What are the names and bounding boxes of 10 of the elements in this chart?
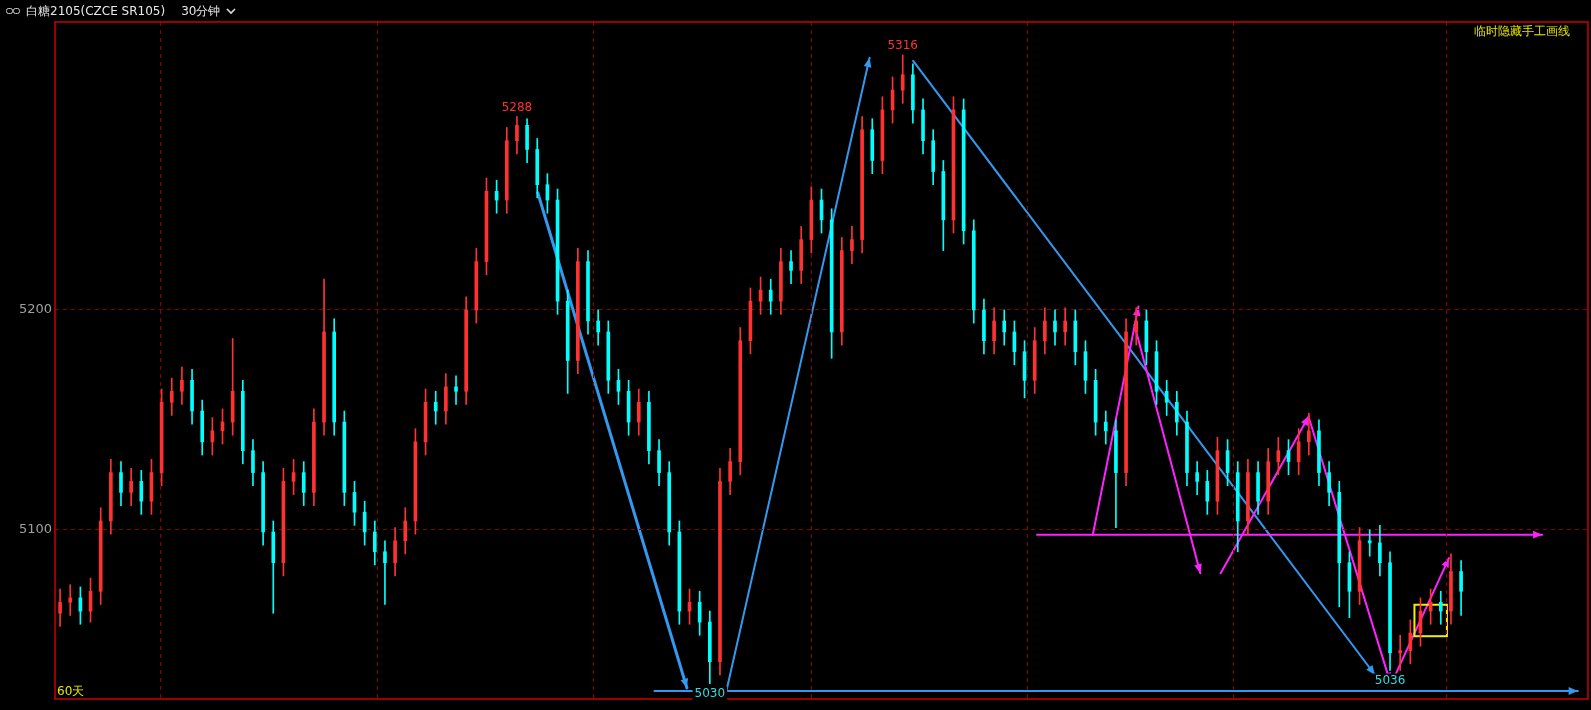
annotation: 5316 [887, 38, 918, 53]
annotation: 5036 [1374, 672, 1406, 687]
chart-subtitle: 30分钟 [181, 2, 221, 20]
y-tick-label: 5100 [18, 521, 52, 537]
annotation: 60天 [57, 684, 85, 699]
annotation: 5030 [694, 685, 726, 700]
y-tick-label: 5200 [18, 301, 52, 317]
annotation: 5288 [501, 99, 533, 114]
annotation: 临时隐藏手工画线 [1474, 24, 1570, 39]
chart-title: 白糖2105(CZCE SR105) [26, 2, 166, 20]
